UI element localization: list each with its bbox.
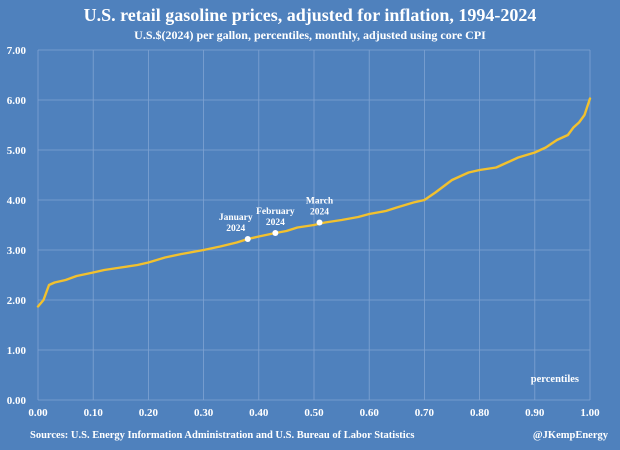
y-tick-label: 0.00 xyxy=(7,395,27,407)
y-tick-label: 6.00 xyxy=(7,95,27,107)
x-axis-ticks: 0.00 0.10 0.20 0.30 0.40 0.50 0.60 0.70 0.80 0.90… xyxy=(28,407,600,419)
annotation-label: 2024 xyxy=(266,218,285,228)
chart-subtitle: U.S.$(2024) per gallon, percentiles, mon… xyxy=(134,28,486,42)
y-tick-label: 4.00 xyxy=(7,195,27,207)
x-tick-label: 0.10 xyxy=(84,407,104,419)
annotation-marker xyxy=(244,236,251,242)
annotation-label: January xyxy=(219,213,253,223)
x-tick-label: 0.90 xyxy=(525,407,545,419)
y-tick-label: 3.00 xyxy=(7,245,27,257)
x-axis-label: percentiles xyxy=(531,374,579,385)
annotation-label: March xyxy=(306,197,334,207)
annotation-label: 2024 xyxy=(226,224,245,234)
y-tick-label: 7.00 xyxy=(7,45,27,57)
source-note: Sources: U.S. Energy Information Adminis… xyxy=(30,430,414,441)
x-tick-label: 0.50 xyxy=(304,407,324,419)
annotation-marker xyxy=(316,219,323,226)
credit-note: @JKempEnergy xyxy=(533,430,609,441)
y-axis-ticks: 0.00 1.00 2.00 3.00 4.00 5.00 6.00 7.00 xyxy=(7,45,27,407)
x-tick-label: 0.40 xyxy=(249,407,269,419)
x-tick-label: 1.00 xyxy=(580,407,600,419)
y-tick-label: 2.00 xyxy=(7,295,27,307)
series-line xyxy=(36,97,592,308)
x-tick-label: 0.80 xyxy=(470,407,490,419)
series-layer xyxy=(36,97,592,308)
x-tick-label: 0.20 xyxy=(139,407,159,419)
y-tick-label: 1.00 xyxy=(7,345,27,357)
annotation-label: February xyxy=(256,207,295,217)
x-tick-label: 0.70 xyxy=(415,407,435,419)
annotation-marker xyxy=(272,230,279,236)
y-tick-label: 5.00 xyxy=(7,145,27,157)
x-tick-label: 0.00 xyxy=(28,407,48,419)
chart-title: U.S. retail gasoline prices, adjusted fo… xyxy=(84,5,537,25)
x-tick-label: 0.60 xyxy=(360,407,380,419)
annotation-label: 2024 xyxy=(310,208,329,218)
x-tick-label: 0.30 xyxy=(194,407,214,419)
